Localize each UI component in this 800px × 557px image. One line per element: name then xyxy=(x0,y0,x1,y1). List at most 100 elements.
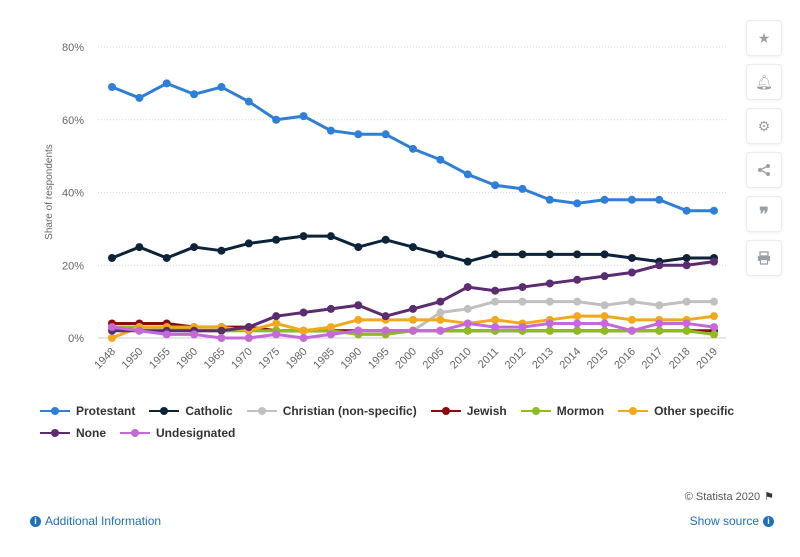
show-source-link[interactable]: Show source i xyxy=(690,514,774,528)
data-point[interactable] xyxy=(682,261,691,270)
data-point[interactable] xyxy=(463,283,472,292)
data-point[interactable] xyxy=(463,257,472,266)
data-point[interactable] xyxy=(381,326,390,335)
data-point[interactable] xyxy=(244,97,253,106)
data-point[interactable] xyxy=(491,297,500,306)
data-point[interactable] xyxy=(162,79,171,88)
data-point[interactable] xyxy=(682,326,691,335)
data-point[interactable] xyxy=(545,195,554,204)
data-point[interactable] xyxy=(326,232,335,241)
data-point[interactable] xyxy=(491,315,500,324)
data-point[interactable] xyxy=(299,308,308,317)
data-point[interactable] xyxy=(381,312,390,321)
data-point[interactable] xyxy=(710,297,718,306)
data-point[interactable] xyxy=(491,250,500,259)
data-point[interactable] xyxy=(491,286,500,295)
data-point[interactable] xyxy=(436,155,445,164)
data-point[interactable] xyxy=(491,181,500,190)
data-point[interactable] xyxy=(573,199,582,208)
data-point[interactable] xyxy=(217,246,226,255)
data-point[interactable] xyxy=(573,326,582,335)
data-point[interactable] xyxy=(299,232,308,241)
data-point[interactable] xyxy=(381,130,390,139)
legend-item[interactable]: Catholic xyxy=(149,404,233,418)
data-point[interactable] xyxy=(409,304,417,313)
data-point[interactable] xyxy=(409,144,417,153)
data-point[interactable] xyxy=(655,261,664,270)
data-point[interactable] xyxy=(217,334,226,342)
data-point[interactable] xyxy=(272,330,281,339)
data-point[interactable] xyxy=(272,312,281,321)
data-point[interactable] xyxy=(299,112,308,121)
data-point[interactable] xyxy=(135,93,144,102)
data-point[interactable] xyxy=(463,326,472,335)
data-point[interactable] xyxy=(682,253,691,262)
data-point[interactable] xyxy=(545,319,554,328)
data-point[interactable] xyxy=(354,243,363,252)
legend-item[interactable]: Christian (non-specific) xyxy=(246,404,417,418)
data-point[interactable] xyxy=(545,250,554,259)
data-point[interactable] xyxy=(190,330,199,339)
data-point[interactable] xyxy=(354,130,363,139)
data-point[interactable] xyxy=(600,319,609,328)
legend-item[interactable]: Protestant xyxy=(40,404,135,418)
share-icon[interactable] xyxy=(746,152,782,188)
data-point[interactable] xyxy=(710,257,718,266)
quote-icon[interactable]: ❞ xyxy=(746,196,782,232)
data-point[interactable] xyxy=(682,319,691,328)
data-point[interactable] xyxy=(518,184,527,193)
data-point[interactable] xyxy=(409,315,417,324)
data-point[interactable] xyxy=(627,253,636,262)
data-point[interactable] xyxy=(436,315,445,324)
star-icon[interactable]: ★ xyxy=(746,20,782,56)
data-point[interactable] xyxy=(409,243,417,252)
data-point[interactable] xyxy=(354,326,363,335)
data-point[interactable] xyxy=(710,206,718,215)
data-point[interactable] xyxy=(244,323,253,332)
data-point[interactable] xyxy=(600,326,609,335)
data-point[interactable] xyxy=(518,297,527,306)
data-point[interactable] xyxy=(354,315,363,324)
data-point[interactable] xyxy=(573,319,582,328)
bell-icon[interactable]: 🔔︎ xyxy=(746,64,782,100)
gear-icon[interactable]: ⚙ xyxy=(746,108,782,144)
data-point[interactable] xyxy=(682,297,691,306)
data-point[interactable] xyxy=(518,283,527,292)
data-point[interactable] xyxy=(190,243,199,252)
data-point[interactable] xyxy=(162,330,171,339)
data-point[interactable] xyxy=(710,323,718,332)
data-point[interactable] xyxy=(217,83,226,92)
data-point[interactable] xyxy=(108,323,116,332)
data-point[interactable] xyxy=(627,195,636,204)
data-point[interactable] xyxy=(244,334,253,342)
data-point[interactable] xyxy=(272,235,281,244)
data-point[interactable] xyxy=(217,326,226,335)
data-point[interactable] xyxy=(272,319,281,328)
legend-item[interactable]: Other specific xyxy=(618,404,734,418)
data-point[interactable] xyxy=(326,304,335,313)
print-icon[interactable] xyxy=(746,240,782,276)
data-point[interactable] xyxy=(326,323,335,332)
data-point[interactable] xyxy=(108,334,116,342)
data-point[interactable] xyxy=(299,326,308,335)
data-point[interactable] xyxy=(710,330,718,339)
data-point[interactable] xyxy=(545,279,554,288)
data-point[interactable] xyxy=(627,326,636,335)
data-point[interactable] xyxy=(436,326,445,335)
data-point[interactable] xyxy=(518,250,527,259)
legend-item[interactable]: Jewish xyxy=(430,404,507,418)
data-point[interactable] xyxy=(135,326,144,335)
data-point[interactable] xyxy=(463,170,472,179)
data-point[interactable] xyxy=(436,308,445,317)
data-point[interactable] xyxy=(573,297,582,306)
data-point[interactable] xyxy=(463,304,472,313)
data-point[interactable] xyxy=(655,326,664,335)
additional-info-link[interactable]: i Additional Information xyxy=(30,514,161,528)
legend-item[interactable]: Undesignated xyxy=(120,426,235,440)
data-point[interactable] xyxy=(409,326,417,335)
data-point[interactable] xyxy=(682,206,691,215)
data-point[interactable] xyxy=(463,319,472,328)
data-point[interactable] xyxy=(655,319,664,328)
data-point[interactable] xyxy=(600,301,609,310)
data-point[interactable] xyxy=(627,297,636,306)
